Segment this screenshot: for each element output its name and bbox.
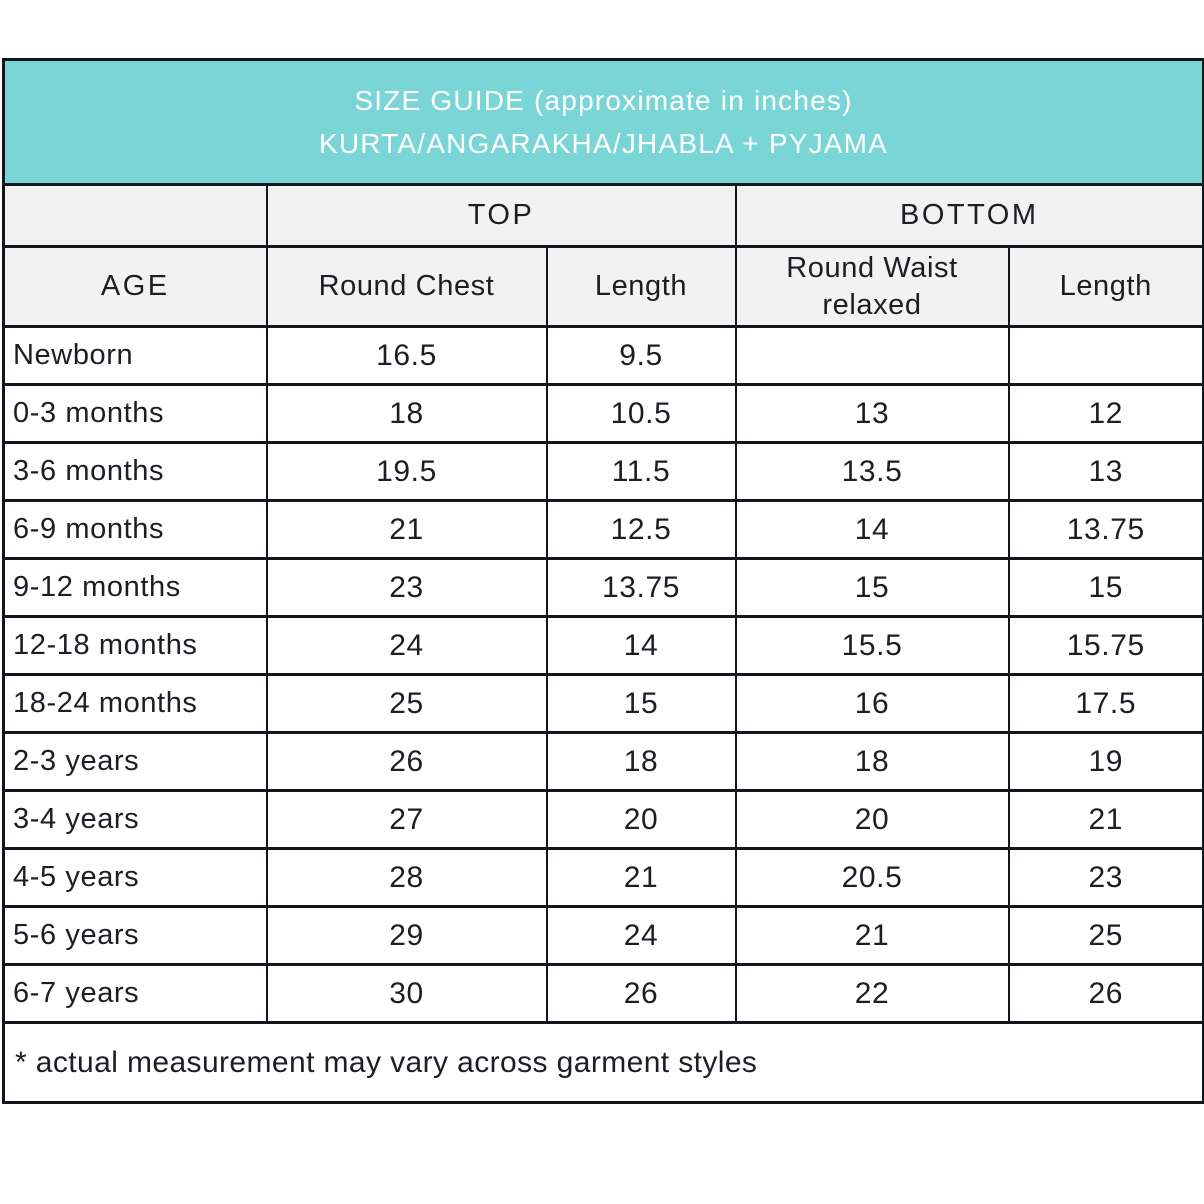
column-header-bottom-length: Length [1007,245,1204,328]
age-cell: 12-18 months [2,615,268,676]
top-length-cell: 13.75 [545,557,737,618]
bottom-length-cell: 13 [1007,441,1204,502]
column-header-top-length: Length [545,245,737,328]
round-waist-cell: 15.5 [734,615,1010,676]
round-chest-cell: 21 [265,499,548,560]
table-row: 18-24 months 25 15 16 17.5 [2,673,1204,734]
bottom-length-cell: 21 [1007,789,1204,850]
top-length-cell: 21 [545,847,737,908]
round-waist-label: Round Waist relaxed [786,251,958,321]
table-row: 3-4 years 27 20 20 21 [2,789,1204,850]
round-waist-cell: 18 [734,731,1010,792]
age-cell: 3-4 years [2,789,268,850]
table-row: Newborn 16.5 9.5 [2,325,1204,386]
age-cell: Newborn [2,325,268,386]
round-waist-cell: 20.5 [734,847,1010,908]
column-header-round-waist: Round Waist relaxed [734,245,1010,328]
title-line-2: KURTA/ANGARAKHA/JHABLA + PYJAMA [318,128,889,159]
round-chest-cell: 16.5 [265,325,548,386]
age-cell: 2-3 years [2,731,268,792]
bottom-length-cell: 15.75 [1007,615,1204,676]
bottom-length-cell: 25 [1007,905,1204,966]
age-cell: 9-12 months [2,557,268,618]
top-length-cell: 9.5 [545,325,737,386]
size-guide-page: SIZE GUIDE (approximate in inches) KURTA… [2,58,1204,1104]
bottom-length-cell: 23 [1007,847,1204,908]
round-waist-cell: 22 [734,963,1010,1024]
table-row: 6-7 years 30 26 22 26 [2,963,1204,1024]
table-row: 6-9 months 21 12.5 14 13.75 [2,499,1204,560]
group-header-empty [2,183,268,248]
age-cell: 6-7 years [2,963,268,1024]
age-cell: 0-3 months [2,383,268,444]
round-chest-cell: 28 [265,847,548,908]
footnote-row: * actual measurement may vary across gar… [2,1021,1204,1104]
round-waist-cell: 21 [734,905,1010,966]
round-chest-cell: 27 [265,789,548,850]
round-waist-cell: 13.5 [734,441,1010,502]
top-length-cell: 12.5 [545,499,737,560]
top-length-cell: 26 [545,963,737,1024]
table-row: 12-18 months 24 14 15.5 15.75 [2,615,1204,676]
round-chest-cell: 25 [265,673,548,734]
table-title-banner: SIZE GUIDE (approximate in inches) KURTA… [2,58,1204,186]
bottom-length-cell: 19 [1007,731,1204,792]
bottom-length-cell: 13.75 [1007,499,1204,560]
top-length-cell: 18 [545,731,737,792]
column-header-age: AGE [2,245,268,328]
round-waist-cell [734,325,1010,386]
group-header-row: TOP BOTTOM [2,183,1204,248]
group-header-top: TOP [265,183,737,248]
age-cell: 6-9 months [2,499,268,560]
top-length-cell: 11.5 [545,441,737,502]
title-line-1: SIZE GUIDE (approximate in inches) [354,85,853,116]
round-chest-cell: 26 [265,731,548,792]
top-length-cell: 20 [545,789,737,850]
round-chest-cell: 30 [265,963,548,1024]
top-length-cell: 10.5 [545,383,737,444]
round-waist-cell: 14 [734,499,1010,560]
bottom-length-cell: 15 [1007,557,1204,618]
bottom-length-cell: 17.5 [1007,673,1204,734]
column-header-row: AGE Round Chest Length Round Waist relax… [2,245,1204,328]
age-cell: 4-5 years [2,847,268,908]
top-length-cell: 14 [545,615,737,676]
round-chest-cell: 23 [265,557,548,618]
column-header-round-chest: Round Chest [265,245,548,328]
age-cell: 5-6 years [2,905,268,966]
round-chest-cell: 19.5 [265,441,548,502]
table-row: 4-5 years 28 21 20.5 23 [2,847,1204,908]
table-row: 2-3 years 26 18 18 19 [2,731,1204,792]
top-length-cell: 24 [545,905,737,966]
age-cell: 3-6 months [2,441,268,502]
footnote: * actual measurement may vary across gar… [2,1021,1204,1104]
banner-row: SIZE GUIDE (approximate in inches) KURTA… [2,58,1204,186]
round-waist-cell: 13 [734,383,1010,444]
table-row: 5-6 years 29 24 21 25 [2,905,1204,966]
round-waist-cell: 15 [734,557,1010,618]
age-cell: 18-24 months [2,673,268,734]
round-waist-cell: 20 [734,789,1010,850]
round-waist-cell: 16 [734,673,1010,734]
round-chest-cell: 18 [265,383,548,444]
table-row: 0-3 months 18 10.5 13 12 [2,383,1204,444]
top-length-cell: 15 [545,673,737,734]
table-row: 3-6 months 19.5 11.5 13.5 13 [2,441,1204,502]
round-chest-cell: 24 [265,615,548,676]
bottom-length-cell: 26 [1007,963,1204,1024]
size-guide-table: SIZE GUIDE (approximate in inches) KURTA… [2,58,1204,1104]
round-chest-cell: 29 [265,905,548,966]
bottom-length-cell: 12 [1007,383,1204,444]
group-header-bottom: BOTTOM [734,183,1204,248]
table-row: 9-12 months 23 13.75 15 15 [2,557,1204,618]
bottom-length-cell [1007,325,1204,386]
